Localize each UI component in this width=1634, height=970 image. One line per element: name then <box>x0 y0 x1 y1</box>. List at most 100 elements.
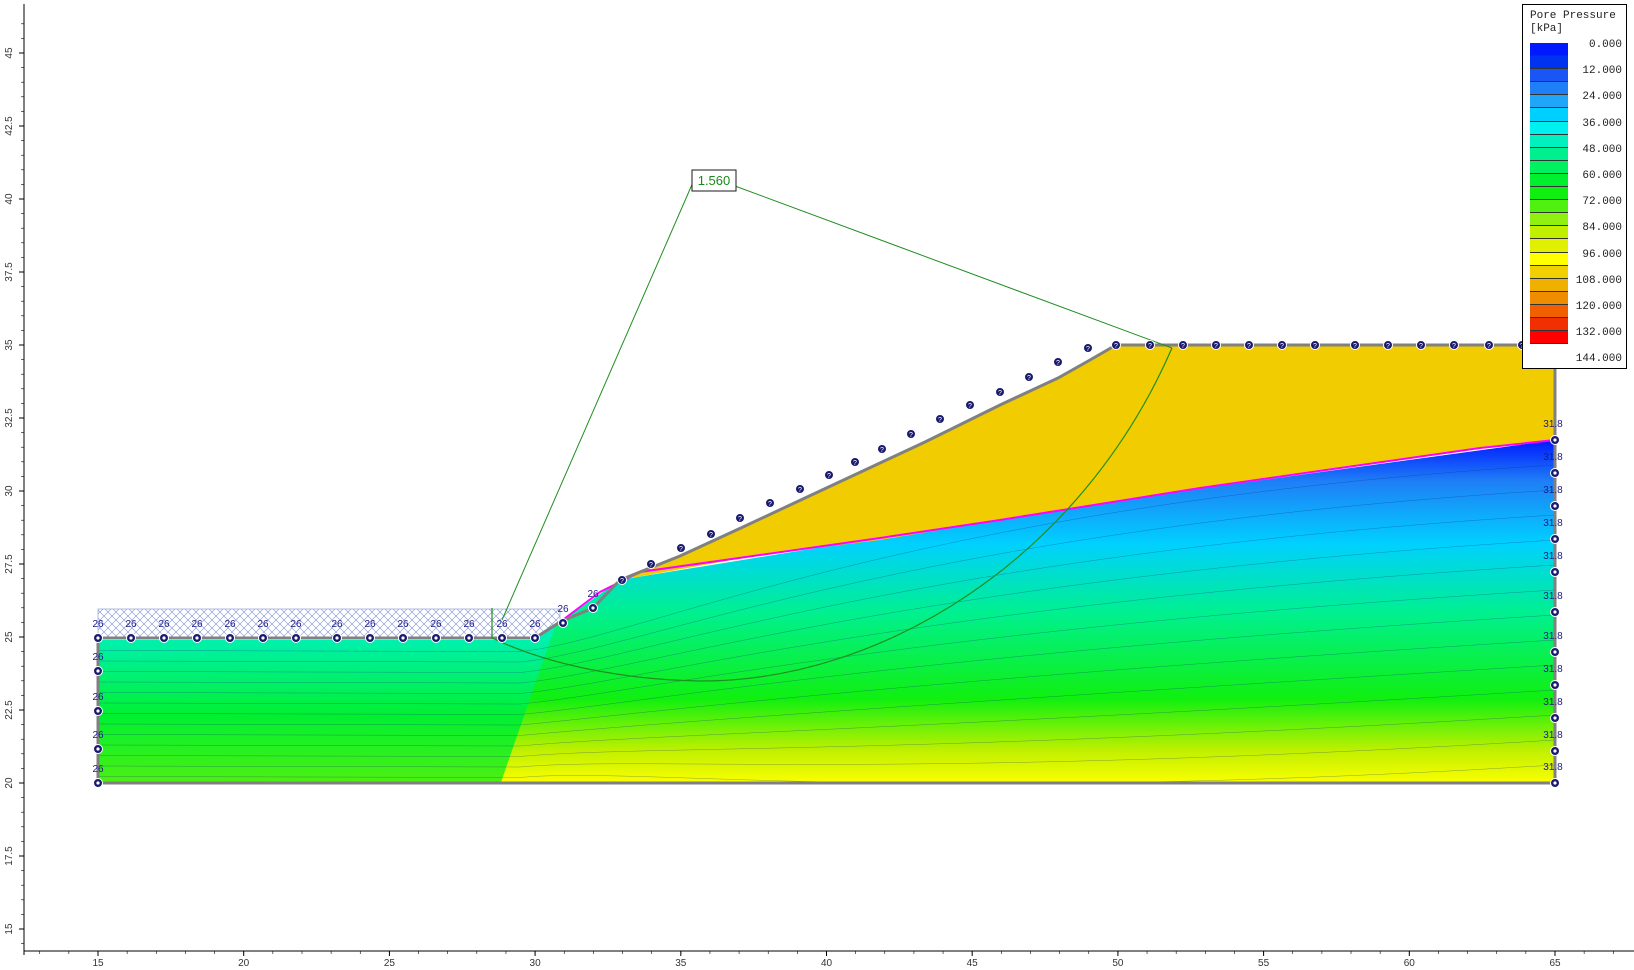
legend-title-line1: Pore Pressure <box>1530 10 1616 22</box>
y-tick-label: 15 <box>4 923 15 935</box>
legend-swatch <box>1530 187 1568 201</box>
unknown-boundary-node[interactable]: ? <box>935 414 945 425</box>
y-tick-label: 27.5 <box>4 554 15 574</box>
head-boundary-node[interactable]: 31.8 <box>1543 518 1563 544</box>
legend-value: 120.000 <box>1575 301 1622 313</box>
head-boundary-node[interactable]: 26 <box>92 730 104 754</box>
unknown-boundary-node[interactable]: ? <box>877 444 887 455</box>
head-boundary-node[interactable]: 26 <box>496 619 508 643</box>
head-boundary-node[interactable]: 26 <box>557 604 569 628</box>
unknown-boundary-node[interactable]: ? <box>995 387 1005 398</box>
unknown-boundary-node[interactable]: ? <box>706 529 716 540</box>
head-boundary-node[interactable]: 31.8 <box>1543 697 1563 723</box>
x-tick-label: 30 <box>530 958 542 969</box>
head-boundary-node[interactable]: 26 <box>92 764 104 788</box>
unknown-boundary-node[interactable]: ? <box>1053 357 1063 368</box>
unknown-boundary-node[interactable]: ? <box>617 575 627 586</box>
unknown-boundary-node[interactable]: ? <box>1310 340 1320 351</box>
unknown-boundary-node[interactable]: ? <box>795 484 805 495</box>
unknown-boundary-node[interactable]: ? <box>1484 340 1494 351</box>
legend-value: 144.000 <box>1575 353 1622 366</box>
unknown-boundary-node[interactable]: ? <box>1244 340 1254 351</box>
factor-of-safety-label[interactable]: 1.560 <box>691 169 737 192</box>
node-head-label: 26 <box>92 619 104 630</box>
head-boundary-node[interactable]: 31.8 <box>1543 591 1563 617</box>
node-head-label: 26 <box>331 619 343 630</box>
legend-swatch <box>1530 95 1568 109</box>
head-boundary-node[interactable]: 26 <box>224 619 236 643</box>
legend-swatch <box>1530 304 1568 318</box>
head-boundary-node[interactable]: 31.8 <box>1543 762 1563 788</box>
head-boundary-node[interactable]: 31.8 <box>1543 631 1563 657</box>
head-boundary-node[interactable]: 26 <box>587 589 599 613</box>
unknown-boundary-node[interactable]: ? <box>735 513 745 524</box>
head-boundary-node[interactable]: 26 <box>463 619 475 643</box>
head-boundary-node[interactable]: 31.8 <box>1543 730 1563 756</box>
node-unknown-label: ? <box>649 562 653 569</box>
head-boundary-node[interactable]: 26 <box>397 619 409 643</box>
legend-value: 24.000 <box>1582 91 1622 104</box>
node-unknown-label: ? <box>827 473 831 480</box>
head-boundary-node[interactable]: 26 <box>92 692 104 716</box>
x-tick-label: 40 <box>821 958 833 969</box>
x-tick-label: 60 <box>1404 958 1416 969</box>
head-boundary-node[interactable]: 31.8 <box>1543 664 1563 690</box>
x-tick-label: 15 <box>92 958 104 969</box>
external-boundary <box>96 343 1557 785</box>
unknown-boundary-node[interactable]: ? <box>1178 340 1188 351</box>
head-boundary-node[interactable]: 26 <box>364 619 376 643</box>
unknown-boundary-node[interactable]: ? <box>1350 340 1360 351</box>
node-unknown-label: ? <box>1313 343 1317 350</box>
head-boundary-node[interactable]: 31.8 <box>1543 419 1563 445</box>
legend-value: 12.000 <box>1582 65 1622 78</box>
node-head-label: 31.8 <box>1543 485 1563 496</box>
unknown-boundary-node[interactable]: ? <box>1024 372 1034 383</box>
head-boundary-node[interactable]: 26 <box>529 619 541 643</box>
unknown-boundary-node[interactable]: ? <box>850 457 860 468</box>
unknown-boundary-node[interactable]: ? <box>906 429 916 440</box>
node-head-label: 31.8 <box>1543 730 1563 741</box>
head-boundary-node[interactable]: 26 <box>125 619 137 643</box>
node-head-label: 26 <box>92 652 104 663</box>
node-unknown-label: ? <box>679 546 683 553</box>
legend-value: 72.000 <box>1582 196 1622 209</box>
y-tick-label: 42.5 <box>4 116 15 136</box>
unknown-boundary-node[interactable]: ? <box>1211 340 1221 351</box>
unknown-boundary-node[interactable]: ? <box>1383 340 1393 351</box>
unknown-boundary-node[interactable]: ? <box>765 498 775 509</box>
unknown-boundary-node[interactable]: ? <box>1145 340 1155 351</box>
head-boundary-node[interactable]: 26 <box>92 619 104 643</box>
head-boundary-node[interactable]: 31.8 <box>1543 551 1563 577</box>
unknown-boundary-node[interactable]: ? <box>646 559 656 570</box>
head-boundary-node[interactable]: 31.8 <box>1543 485 1563 511</box>
unknown-boundary-node[interactable]: ? <box>1111 340 1121 351</box>
head-boundary-node[interactable]: 26 <box>290 619 302 643</box>
node-unknown-label: ? <box>880 447 884 454</box>
head-boundary-node[interactable]: 31.8 <box>1543 452 1563 478</box>
unknown-boundary-node[interactable]: ? <box>1083 343 1093 354</box>
unknown-boundary-node[interactable]: ? <box>1449 340 1459 351</box>
unknown-boundary-node[interactable]: ? <box>676 543 686 554</box>
node-unknown-label: ? <box>1056 360 1060 367</box>
node-head-label: 26 <box>290 619 302 630</box>
head-boundary-node[interactable]: 26 <box>257 619 269 643</box>
unknown-boundary-node[interactable]: ? <box>1416 340 1426 351</box>
node-unknown-label: ? <box>1181 343 1185 350</box>
unknown-boundary-node[interactable]: ? <box>1277 340 1287 351</box>
head-boundary-node[interactable]: 26 <box>92 652 104 676</box>
unknown-boundary-node[interactable]: ? <box>965 400 975 411</box>
unknown-boundary-node[interactable]: ? <box>824 470 834 481</box>
node-head-label: 31.8 <box>1543 419 1563 430</box>
head-boundary-node[interactable]: 26 <box>191 619 203 643</box>
node-unknown-label: ? <box>1280 343 1284 350</box>
y-tick-label: 32.5 <box>4 408 15 428</box>
node-head-label: 31.8 <box>1543 452 1563 463</box>
y-tick-label: 17.5 <box>4 846 15 866</box>
head-boundary-node[interactable]: 26 <box>158 619 170 643</box>
y-tick-label: 40 <box>4 193 15 205</box>
head-boundary-node[interactable]: 26 <box>331 619 343 643</box>
node-unknown-label: ? <box>620 578 624 585</box>
head-boundary-node[interactable]: 26 <box>430 619 442 643</box>
node-unknown-label: ? <box>768 501 772 508</box>
